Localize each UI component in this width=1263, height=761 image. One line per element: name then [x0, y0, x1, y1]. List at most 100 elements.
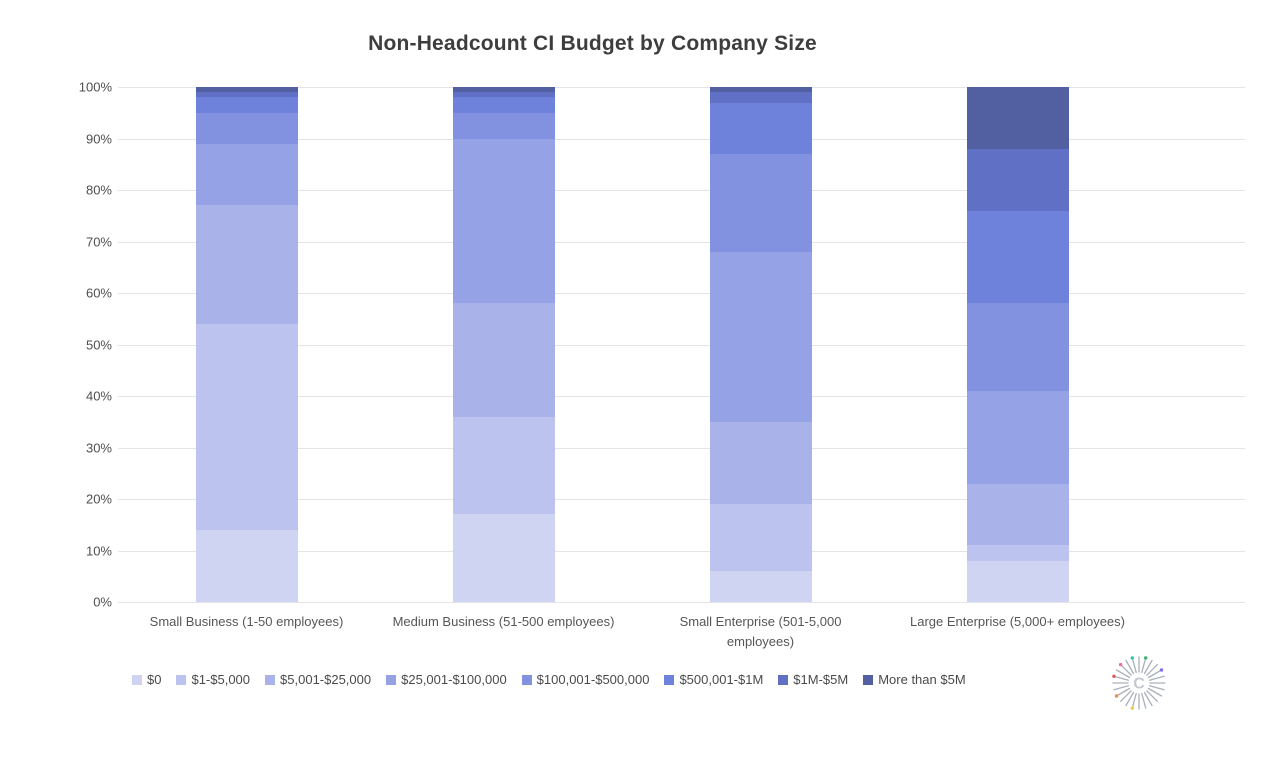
bar-segment[interactable]: [966, 87, 1069, 149]
bar-segment[interactable]: [195, 323, 298, 530]
bar-segment[interactable]: [195, 205, 298, 324]
bar-segment[interactable]: [709, 251, 812, 422]
gridline: [118, 602, 1245, 603]
legend-item[interactable]: $100,001-$500,000: [521, 672, 650, 687]
gridlines: [118, 87, 1245, 603]
bar-segment[interactable]: [709, 102, 812, 154]
gridline: [118, 138, 1245, 140]
gridline: [118, 344, 1245, 346]
bar-segment[interactable]: [709, 154, 812, 252]
bar-segment[interactable]: [709, 421, 812, 505]
x-axis-label-text: Medium Business (51-500 employees): [392, 614, 615, 629]
y-tick-label: 20%: [85, 491, 112, 507]
bar-segment[interactable]: [195, 97, 298, 113]
bars: [118, 87, 1146, 602]
legend-swatch: [664, 674, 675, 685]
x-axis-label: Small Business (1-50 employees): [118, 612, 375, 651]
x-axis: Small Business (1-50 employees) Medium Bu…: [118, 612, 1146, 651]
legend: $0 $1-$5,000 $5,001-$25,000 $25,001-$100,00…: [132, 672, 1112, 687]
legend-item[interactable]: $1-$5,000: [176, 672, 250, 687]
x-axis-label-text: Small Enterprise (501-5,000 employees): [679, 614, 842, 649]
bar-slot: [632, 87, 889, 602]
stacked-bar[interactable]: [452, 87, 555, 602]
gridline: [118, 241, 1245, 243]
legend-label: $25,001-$100,000: [401, 672, 507, 687]
bar-segment[interactable]: [709, 87, 812, 93]
y-tick-label: 60%: [85, 285, 112, 301]
bar-segment[interactable]: [966, 303, 1069, 391]
legend-swatch: [132, 674, 142, 685]
bar-slot: [889, 87, 1146, 602]
bar-segment[interactable]: [195, 92, 298, 98]
legend-item[interactable]: $5,001-$25,000: [265, 672, 371, 687]
legend-swatch: [863, 674, 874, 685]
bar-segment[interactable]: [966, 148, 1069, 211]
y-tick-label: 10%: [85, 543, 112, 558]
bar-segment[interactable]: [966, 560, 1069, 602]
legend-swatch: [778, 674, 789, 685]
chart-title: Non-Headcount CI Budget by Company Size: [368, 32, 817, 55]
y-tick-label: 80%: [85, 182, 112, 198]
legend-swatch: [521, 674, 532, 685]
gridline: [118, 396, 1245, 397]
legend-item[interactable]: $500,001-$1M: [664, 672, 763, 687]
bar-segment[interactable]: [966, 483, 1069, 546]
y-tick-label: 70%: [85, 234, 112, 249]
bar-segment[interactable]: [966, 210, 1069, 304]
legend-label: $500,001-$1M: [679, 672, 764, 687]
gridline: [118, 293, 1245, 294]
bar-segment[interactable]: [195, 112, 298, 144]
legend-item[interactable]: More than $5M: [863, 672, 966, 687]
legend-label: $1-$5,000: [191, 672, 251, 687]
stacked-bar[interactable]: [966, 87, 1069, 602]
bar-segment[interactable]: [452, 138, 555, 304]
y-tick-label: 50%: [85, 337, 112, 352]
brand-logo: C: [1110, 654, 1168, 712]
bar-segment[interactable]: [452, 87, 555, 93]
legend-swatch: [386, 674, 397, 685]
x-axis-label-text: Large Enterprise (5,000+ employees): [910, 614, 1125, 629]
bar-segment[interactable]: [709, 504, 812, 572]
bar-segment[interactable]: [966, 545, 1069, 561]
x-axis-label-text: Small Business (1-50 employees): [149, 614, 344, 629]
bar-segment[interactable]: [452, 514, 555, 602]
legend-label: $1M-$5M: [793, 672, 849, 687]
legend-item[interactable]: $1M-$5M: [778, 672, 848, 687]
y-tick-label: 40%: [85, 388, 112, 404]
gridline: [118, 87, 1245, 88]
bar-segment[interactable]: [452, 97, 555, 113]
y-tick-label: 30%: [85, 440, 112, 455]
bar-segment[interactable]: [452, 303, 555, 417]
gridline: [118, 447, 1245, 449]
legend-swatch: [176, 674, 187, 685]
x-axis-label: Small Enterprise (501-5,000 employees): [632, 612, 889, 651]
legend-item[interactable]: $0: [132, 672, 161, 687]
bar-segment[interactable]: [195, 529, 298, 602]
gridline: [118, 190, 1245, 191]
bar-segment[interactable]: [195, 143, 298, 206]
y-tick-label: 0%: [93, 594, 112, 610]
legend-item[interactable]: $25,001-$100,000: [386, 672, 507, 687]
bar-segment[interactable]: [709, 571, 812, 602]
x-axis-label: Medium Business (51-500 employees): [375, 612, 632, 651]
legend-label: $100,001-$500,000: [536, 672, 650, 687]
gridline: [118, 550, 1245, 552]
legend-label: More than $5M: [878, 672, 966, 687]
bar-segment[interactable]: [966, 390, 1069, 484]
bar-segment[interactable]: [709, 92, 812, 103]
bar-segment[interactable]: [452, 112, 555, 139]
legend-label: $0: [147, 672, 162, 687]
bar-segment[interactable]: [452, 92, 555, 98]
starburst-logo-icon: C: [1112, 656, 1166, 710]
stacked-bar[interactable]: [195, 87, 298, 602]
y-axis: 100% 90% 80% 70% 60% 50% 40% 30% 20% 10% 0%: [0, 80, 112, 610]
x-axis-label: Large Enterprise (5,000+ employees): [889, 612, 1146, 651]
logo-color-dots: [1112, 656, 1164, 710]
bar-segment[interactable]: [452, 416, 555, 515]
stacked-bar[interactable]: [709, 87, 812, 602]
bar-segment[interactable]: [195, 87, 298, 93]
y-tick-label: 100%: [78, 79, 112, 95]
gridline: [118, 499, 1245, 500]
bar-slot: [118, 87, 375, 602]
